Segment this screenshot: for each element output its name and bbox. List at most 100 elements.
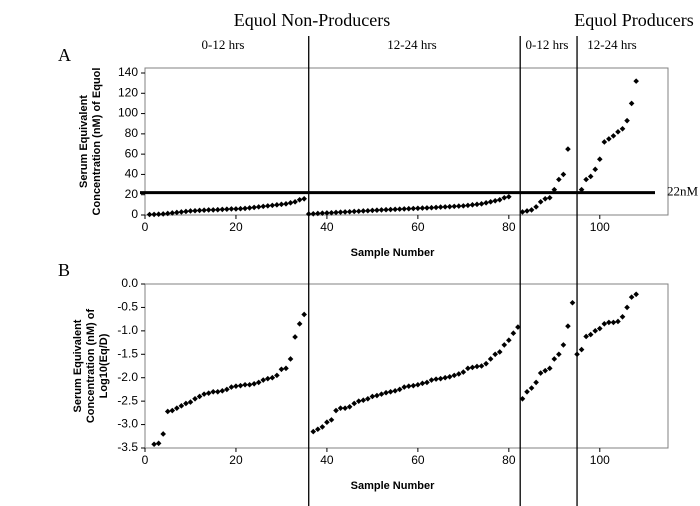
y-axis-label: Serum Equivalent — [72, 319, 84, 412]
panel-label: B — [58, 260, 70, 280]
y-tick-label: 40 — [125, 167, 139, 181]
data-point — [360, 208, 367, 214]
data-point — [628, 294, 635, 300]
plot-area — [144, 283, 669, 449]
data-point — [546, 365, 553, 372]
y-tick-label: 140 — [118, 65, 138, 79]
data-point — [301, 195, 307, 202]
data-point — [619, 314, 626, 320]
data-point — [155, 211, 162, 217]
x-tick-label: 60 — [411, 453, 425, 467]
x-tick-label: 20 — [229, 220, 243, 234]
y-tick-label: -2.5 — [117, 393, 138, 407]
x-tick-label: 20 — [229, 453, 243, 467]
data-point — [615, 129, 621, 135]
data-point — [410, 205, 417, 212]
data-point — [296, 196, 303, 203]
data-point — [596, 325, 603, 332]
data-point — [255, 379, 262, 386]
data-point — [601, 321, 608, 327]
x-axis-label: Sample Number — [351, 480, 435, 492]
data-point — [524, 208, 530, 214]
data-point — [592, 328, 599, 334]
data-point — [606, 319, 612, 326]
x-tick-label: 0 — [142, 220, 149, 234]
data-point — [392, 388, 398, 394]
y-tick-label: 0 — [131, 207, 138, 221]
data-point — [606, 136, 612, 142]
y-axis-label: Concentration (nM) of Equol — [91, 68, 103, 216]
data-point — [487, 199, 494, 205]
x-tick-label: 100 — [590, 453, 610, 467]
data-point — [383, 206, 389, 213]
data-point — [342, 405, 348, 411]
plot-area — [144, 67, 669, 216]
data-point — [324, 210, 330, 216]
data-point — [292, 334, 298, 340]
data-point — [160, 431, 166, 437]
data-point — [405, 383, 412, 389]
data-point — [610, 319, 617, 326]
data-point — [583, 333, 589, 340]
data-point — [460, 369, 467, 375]
data-point — [278, 201, 285, 208]
data-point — [260, 203, 267, 210]
data-point — [192, 396, 198, 402]
data-point — [469, 202, 476, 208]
data-point — [333, 209, 339, 216]
data-point — [360, 397, 367, 404]
data-point — [169, 210, 176, 216]
data-point — [328, 417, 335, 423]
data-point — [478, 201, 485, 207]
data-point — [515, 324, 521, 330]
data-point — [556, 176, 562, 183]
panel-label: A — [58, 45, 71, 65]
x-axis-label: Sample Number — [351, 247, 435, 259]
x-tick-label: 0 — [142, 453, 149, 467]
data-point — [269, 374, 276, 381]
data-point — [578, 186, 585, 193]
data-point — [506, 193, 512, 200]
data-point — [551, 356, 558, 362]
data-point — [533, 379, 539, 386]
y-tick-label: -1.5 — [117, 346, 138, 360]
data-point — [346, 208, 353, 215]
data-point — [474, 201, 480, 208]
period-header: 12-24 hrs — [387, 37, 436, 52]
data-point — [387, 388, 394, 395]
x-tick-label: 40 — [320, 220, 334, 234]
data-point — [474, 363, 480, 370]
data-point — [319, 210, 326, 216]
data-point — [219, 388, 226, 394]
data-point — [428, 377, 435, 383]
data-point — [337, 405, 344, 411]
data-point — [151, 441, 157, 448]
data-point — [260, 377, 267, 383]
data-point — [242, 205, 248, 212]
data-point — [537, 370, 544, 376]
data-point — [424, 205, 430, 211]
data-point — [587, 173, 594, 180]
data-point — [405, 205, 412, 212]
data-point — [387, 206, 394, 213]
data-point — [528, 207, 535, 213]
data-point — [619, 125, 626, 132]
data-point — [192, 207, 198, 214]
data-point — [342, 209, 348, 215]
data-point — [392, 206, 398, 213]
x-tick-label: 100 — [590, 220, 610, 234]
y-tick-label: 60 — [125, 146, 139, 160]
data-point — [415, 381, 421, 388]
data-point — [496, 349, 503, 355]
data-point — [596, 156, 603, 163]
data-point — [355, 398, 362, 404]
data-point — [296, 321, 303, 327]
data-point — [506, 337, 512, 344]
data-point — [446, 373, 453, 380]
data-point — [569, 299, 576, 306]
data-point — [224, 386, 230, 393]
data-point — [378, 207, 385, 213]
data-point — [369, 393, 376, 400]
data-point — [565, 323, 571, 329]
